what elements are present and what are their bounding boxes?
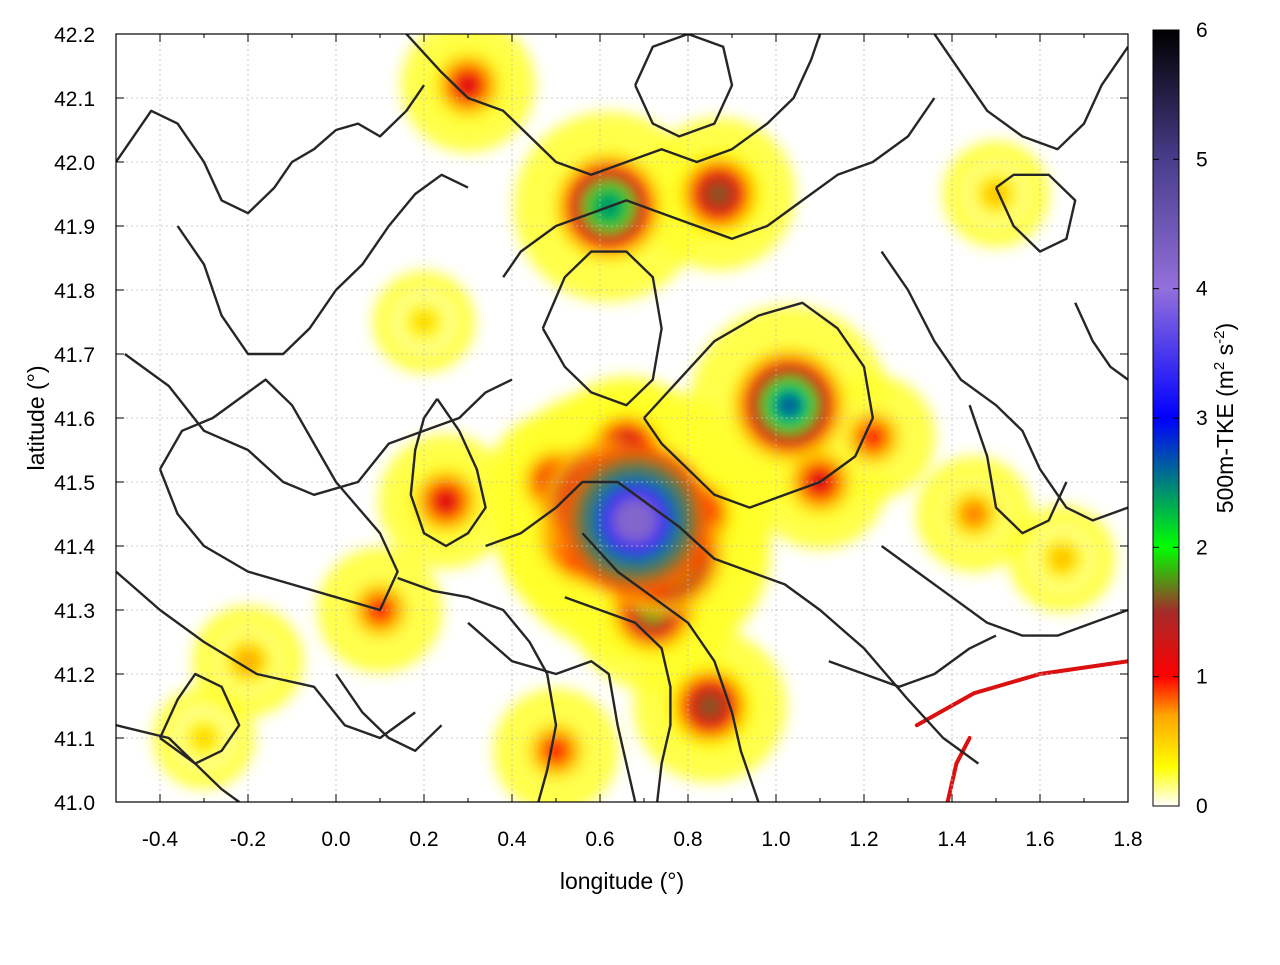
tke-field-cell xyxy=(772,388,806,422)
colorbar-tick-label: 0 xyxy=(1196,795,1208,818)
topography-contour-line xyxy=(994,173,1077,253)
y-tick-label: 41.9 xyxy=(54,216,95,239)
topography-contour-line xyxy=(634,34,734,138)
colorbar-ticks: 0 1 2 3 4 5 6 xyxy=(1153,19,1208,818)
x-tick-label: 0.2 xyxy=(409,828,438,851)
tke-field-cell xyxy=(697,693,723,719)
x-tick-label: 0.4 xyxy=(497,828,527,851)
colorbar-tick-label: 4 xyxy=(1196,278,1208,301)
colorbar-tick-label: 6 xyxy=(1196,19,1208,42)
x-tick-label: 0.6 xyxy=(585,828,614,851)
x-tick-label: -0.4 xyxy=(142,828,179,851)
colorbar-tick-label: 2 xyxy=(1196,536,1208,559)
y-tick-label: 42.1 xyxy=(54,88,95,111)
topography-contour-line xyxy=(158,378,399,612)
y-tick-label: 42.0 xyxy=(54,152,95,175)
x-tick-label: 1.4 xyxy=(937,828,967,851)
x-tick-label: 1.6 xyxy=(1025,828,1054,851)
tke-field-cell xyxy=(415,313,433,331)
tke-field-cell xyxy=(434,489,458,513)
tke-field-blobs xyxy=(152,34,1116,802)
topography-contour-line xyxy=(541,250,663,407)
x-tick-label: 1.2 xyxy=(849,828,878,851)
topography-contour-line xyxy=(880,250,1128,522)
x-tick-label: -0.2 xyxy=(230,828,266,851)
topography-contour-line xyxy=(968,404,1068,535)
y-tick-label: 41.1 xyxy=(54,728,95,751)
tke-field-cell xyxy=(1053,549,1071,568)
tke-field-cell xyxy=(612,497,658,544)
y-axis: 41.0 41.1 41.2 41.3 41.4 41.5 41.6 41.7 41.8 41.9… xyxy=(54,24,1128,815)
topography-contours xyxy=(116,34,1128,802)
y-tick-label: 41.2 xyxy=(54,664,95,687)
topography-contour-line xyxy=(405,34,822,176)
y-axis-title: latitude (°) xyxy=(23,365,49,470)
topography-contour-line xyxy=(116,570,416,740)
topography-contour-line xyxy=(467,621,637,802)
topography-contour-line xyxy=(176,173,469,356)
y-tick-label: 42.2 xyxy=(54,24,95,47)
tke-field-layer xyxy=(152,34,1128,802)
x-tick-label: 0.0 xyxy=(321,828,350,851)
y-tick-label: 41.3 xyxy=(54,600,95,623)
tke-field-cell xyxy=(862,426,884,448)
topography-contour-line xyxy=(828,634,997,688)
topography-contour-line xyxy=(116,84,425,215)
topography-contour-line xyxy=(1074,302,1128,381)
tke-field-cell xyxy=(195,729,213,747)
colorbar-title: 500m-TKE (m2 s-2) xyxy=(1211,323,1238,513)
topography-contour-line xyxy=(158,672,241,765)
y-tick-label: 41.6 xyxy=(54,408,95,431)
colorbar-tick-label: 5 xyxy=(1196,148,1208,171)
y-tick-label: 41.4 xyxy=(54,536,95,559)
topography-contour-line xyxy=(409,398,487,548)
topography-contour-line xyxy=(933,34,1128,151)
x-axis-title: longitude (°) xyxy=(560,868,684,894)
tke-field-cell xyxy=(456,73,480,97)
topography-contour-line xyxy=(335,673,443,752)
topography-contour-line xyxy=(502,97,936,278)
topography-contour-line xyxy=(581,532,760,802)
x-tick-label: 1.8 xyxy=(1113,828,1142,851)
colorbar-tick-label: 3 xyxy=(1196,407,1208,430)
y-tick-label: 41.5 xyxy=(54,472,95,495)
x-tick-label: 0.8 xyxy=(673,828,702,851)
tke-field-cell xyxy=(706,181,732,207)
topography-contour-line xyxy=(880,545,1128,637)
y-tick-label: 41.0 xyxy=(54,792,95,815)
x-tick-label: 1.0 xyxy=(761,828,790,851)
topography-contour-line xyxy=(397,576,558,802)
tke-ridge-line xyxy=(945,736,972,802)
y-tick-label: 41.8 xyxy=(54,280,95,303)
colorbar-tick-label: 1 xyxy=(1196,666,1208,689)
topography-contour-line xyxy=(643,301,874,509)
x-axis: -0.4 -0.2 0.0 0.2 0.4 0.6 0.8 1.0 1.2 1.4 1.6 1.8 xyxy=(115,34,1143,851)
tke-field-cell xyxy=(964,504,984,524)
colorbar: 0 1 2 3 4 5 6 500m-TKE (m2 s-2) xyxy=(1152,19,1238,818)
y-tick-label: 41.7 xyxy=(54,344,95,367)
topography-contour-line xyxy=(485,480,980,765)
tke-ridge-line xyxy=(914,659,1128,728)
topography-contour-line xyxy=(564,596,672,802)
